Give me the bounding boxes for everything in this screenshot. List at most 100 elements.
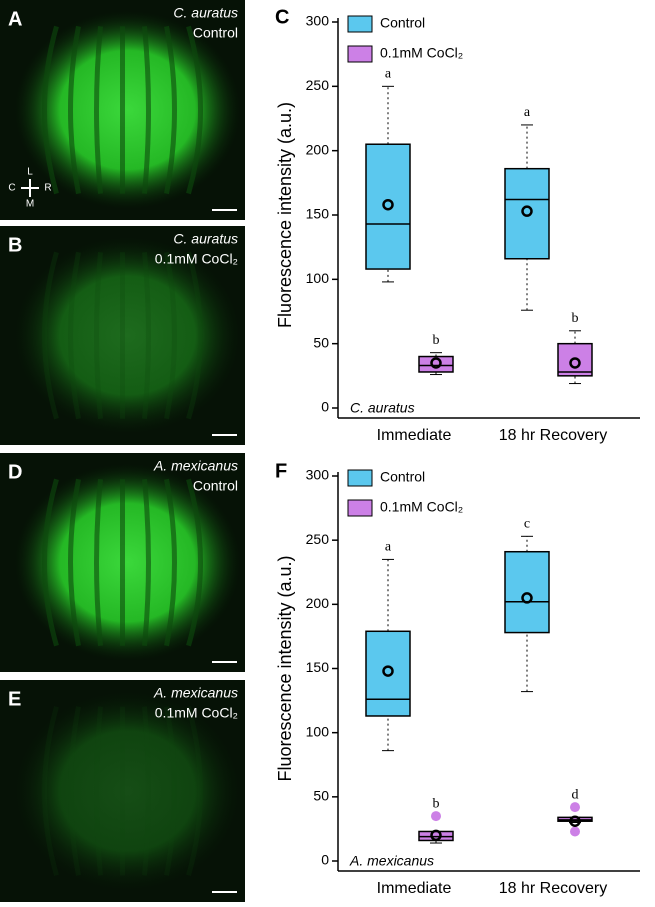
species-label: C. auratus <box>173 5 238 21</box>
fold <box>142 479 151 646</box>
fold <box>68 478 81 647</box>
box <box>365 143 411 270</box>
x-tick-label: Immediate <box>377 427 452 444</box>
mean <box>521 592 533 604</box>
significance-letter: b <box>572 311 579 326</box>
y-tick-label: 250 <box>306 77 330 93</box>
y-tick-label: 250 <box>306 531 330 547</box>
legend-label: 0.1mM CoCl₂ <box>380 45 463 61</box>
significance-letter: b <box>433 333 440 348</box>
fold <box>68 251 81 420</box>
annotation: A. mexicanus <box>349 853 434 869</box>
mean <box>430 357 442 369</box>
outlier <box>431 811 441 822</box>
y-tick-label: 50 <box>313 334 329 350</box>
x-tick-label: 18 hr Recovery <box>499 427 608 444</box>
fold <box>94 706 103 876</box>
x-tick-label: 18 hr Recovery <box>499 880 608 897</box>
species-label: A. mexicanus <box>153 458 238 474</box>
box <box>418 355 454 373</box>
fold <box>68 25 81 195</box>
significance-letter: a <box>524 105 531 120</box>
fold <box>164 478 177 647</box>
fold <box>68 706 81 876</box>
y-tick-label: 0 <box>321 852 329 868</box>
legend-label: 0.1mM CoCl₂ <box>380 499 463 515</box>
condition-label: Control <box>193 478 238 494</box>
orientation-label: M <box>26 199 34 210</box>
significance-letter: b <box>433 796 440 811</box>
y-tick-label: 300 <box>306 467 330 483</box>
fold <box>142 252 151 419</box>
mean <box>382 665 394 677</box>
fold <box>164 251 177 420</box>
mean <box>569 815 581 827</box>
y-tick-label: 50 <box>313 788 329 804</box>
legend-swatch <box>347 469 373 487</box>
tissue-glow <box>14 236 241 435</box>
fold <box>42 705 59 877</box>
fold <box>94 26 103 194</box>
legend-swatch <box>347 499 373 517</box>
annotation: C. auratus <box>350 400 415 416</box>
box <box>504 550 550 634</box>
orientation-label: C <box>8 183 15 194</box>
fold <box>142 706 151 876</box>
mean <box>569 357 581 369</box>
outlier <box>570 826 580 837</box>
box <box>365 630 411 717</box>
mean <box>430 829 442 842</box>
y-axis-title: Fluorescence intensity (a.u.) <box>275 102 295 328</box>
y-axis-title: Fluorescence intensity (a.u.) <box>275 555 295 781</box>
panel-letter: D <box>8 461 22 483</box>
condition-label: Control <box>193 25 238 41</box>
condition-label: 0.1mM CoCl₂ <box>155 251 238 267</box>
box <box>504 167 550 260</box>
legend-swatch <box>347 15 373 33</box>
fold <box>42 251 59 420</box>
condition-label: 0.1mM CoCl₂ <box>155 705 238 721</box>
y-tick-label: 300 <box>306 13 330 29</box>
tissue-glow <box>14 691 241 891</box>
fold <box>164 706 177 876</box>
y-tick-label: 200 <box>306 141 330 157</box>
fold <box>186 478 203 647</box>
significance-letter: c <box>524 517 530 532</box>
legend-label: Control <box>380 469 425 485</box>
fold <box>164 25 177 195</box>
y-tick-label: 200 <box>306 595 330 611</box>
y-tick-label: 100 <box>306 270 330 286</box>
mean <box>382 198 394 211</box>
significance-letter: d <box>572 787 579 802</box>
orientation-label: L <box>27 167 33 178</box>
fold <box>42 478 59 647</box>
significance-letter: a <box>385 67 392 82</box>
panel-letter: A <box>8 8 22 30</box>
fold <box>186 25 203 195</box>
legend-label: Control <box>380 15 425 31</box>
legend-swatch <box>347 45 373 63</box>
fold <box>94 479 103 646</box>
y-tick-label: 100 <box>306 723 330 739</box>
y-tick-label: 150 <box>306 206 330 222</box>
orientation-label: R <box>44 183 51 194</box>
species-label: C. auratus <box>173 231 238 247</box>
mean <box>521 205 533 217</box>
panel-letter: E <box>8 688 21 710</box>
panel-letter: B <box>8 234 22 256</box>
y-tick-label: 150 <box>306 659 330 675</box>
fold <box>42 25 59 195</box>
x-tick-label: Immediate <box>377 880 452 897</box>
fold <box>94 252 103 419</box>
significance-letter: a <box>385 540 392 555</box>
outlier <box>570 802 580 813</box>
fold <box>142 26 151 194</box>
panel-letter: F <box>275 460 287 482</box>
fold <box>186 251 203 420</box>
species-label: A. mexicanus <box>153 685 238 701</box>
box <box>557 342 593 377</box>
fold <box>186 705 203 877</box>
